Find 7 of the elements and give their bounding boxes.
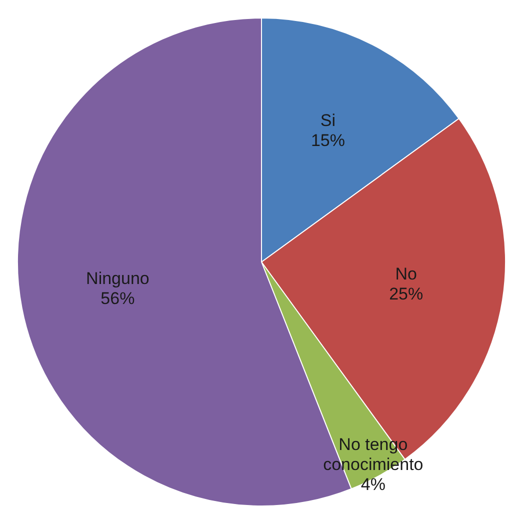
data-label: 56% [100,289,135,308]
slice-label: Ninguno [86,269,150,288]
data-label: 15% [310,131,345,150]
data-label: 25% [389,284,424,304]
slice-label: Si [320,111,336,130]
data-label: 4% [360,474,386,494]
slice-label: No [395,264,417,284]
